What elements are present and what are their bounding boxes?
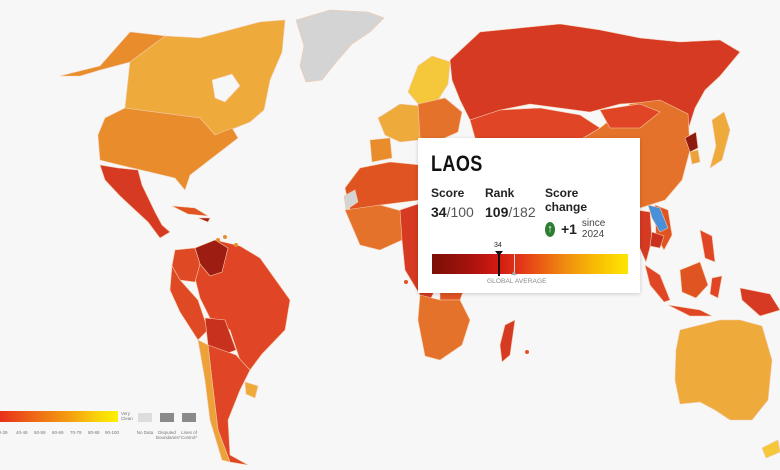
country-chile[interactable] (197, 339, 231, 463)
score-max: /100 (446, 204, 474, 220)
country-sulawesi[interactable] (709, 275, 723, 299)
score-number: 34 (431, 204, 447, 220)
score-change-value: +1 (560, 221, 577, 237)
country-mongolia[interactable] (599, 103, 661, 129)
country-indonesia-java[interactable] (667, 304, 713, 317)
arrow-up-icon: ↑ (545, 221, 555, 237)
rank-stat: Rank 109/182 (485, 186, 536, 240)
rank-value: 109/182 (485, 204, 536, 220)
country-usa[interactable] (97, 107, 239, 191)
score-change-row: ↑ +1 since 2024 (545, 218, 614, 240)
country-spain[interactable] (369, 137, 393, 163)
country-western-sahara[interactable] (343, 189, 359, 211)
country-australia[interactable] (674, 319, 773, 421)
marker-triangle-icon (495, 251, 503, 256)
region-southern-africa[interactable] (417, 294, 471, 361)
country-philippines[interactable] (699, 229, 716, 263)
country-madagascar[interactable] (499, 319, 516, 363)
country-indonesia-sumatra[interactable] (644, 264, 671, 303)
legend-lines-of-control-swatch (182, 413, 196, 422)
country-greenland[interactable] (295, 9, 385, 83)
legend-no-data-label: No Data (136, 430, 154, 435)
rank-total: /182 (508, 204, 536, 220)
score-change-stat: Score change ↑ +1 since 2024 (545, 186, 614, 240)
country-laos[interactable] (647, 204, 669, 233)
legend-lines-of-control-label: Lines of Control* (180, 430, 198, 440)
legend-range: 50-59 (34, 430, 46, 435)
score-value: 34/100 (431, 204, 474, 220)
country-south-korea[interactable] (689, 149, 701, 165)
legend-range: 80-89 (88, 430, 100, 435)
country-mexico[interactable] (99, 164, 171, 239)
legend-range: 40-49 (16, 430, 28, 435)
score-label: Score (431, 186, 465, 200)
scale-marker-value: 34 (494, 242, 502, 249)
legend-disputed-swatch (160, 413, 174, 422)
legend-disputed-label: Disputed Boundaries* (156, 430, 181, 440)
score-change-label: Score change (545, 186, 588, 214)
country-papua-new-guinea[interactable] (739, 287, 780, 317)
region-eastern-europe[interactable] (417, 97, 463, 141)
legend-range: 20-39 (0, 430, 8, 435)
global-average-line (514, 254, 515, 276)
legend-very-clean-label: Very Clean (121, 411, 133, 421)
country-cuba[interactable] (171, 205, 209, 217)
legend-range: 90-100 (105, 430, 120, 435)
country-score-marker (498, 252, 500, 276)
country-haiti[interactable] (197, 217, 211, 223)
country-north-korea[interactable] (684, 131, 699, 153)
country-name: LAOS (431, 151, 483, 176)
country-new-zealand[interactable] (761, 439, 780, 459)
rank-number: 109 (485, 204, 509, 220)
map-legend: 20-39 40-49 50-59 60-69 70-79 80-89 90-1… (0, 411, 210, 441)
legend-no-data-swatch (138, 413, 152, 422)
legend-color-scale (0, 411, 118, 422)
legend-range: 60-69 (52, 430, 64, 435)
country-uruguay[interactable] (244, 381, 259, 399)
country-peru[interactable] (169, 265, 209, 341)
country-tooltip: LAOS Score 34/100 Rank 109/182 Score cha… (418, 138, 640, 293)
country-japan[interactable] (709, 111, 731, 169)
score-scale-bar (432, 254, 628, 274)
global-average-label: GLOBAL AVERAGE (487, 278, 547, 285)
legend-range: 70-79 (70, 430, 82, 435)
score-stat: Score 34/100 (431, 186, 474, 240)
global-average-marker-icon (511, 271, 517, 275)
rank-label: Rank (485, 186, 515, 200)
country-borneo[interactable] (679, 261, 709, 299)
country-cambodia[interactable] (649, 231, 665, 249)
region-west-africa[interactable] (344, 204, 406, 251)
score-change-since: since 2024 (581, 218, 606, 240)
stats-row: Score 34/100 Rank 109/182 Score change ↑… (431, 186, 628, 240)
